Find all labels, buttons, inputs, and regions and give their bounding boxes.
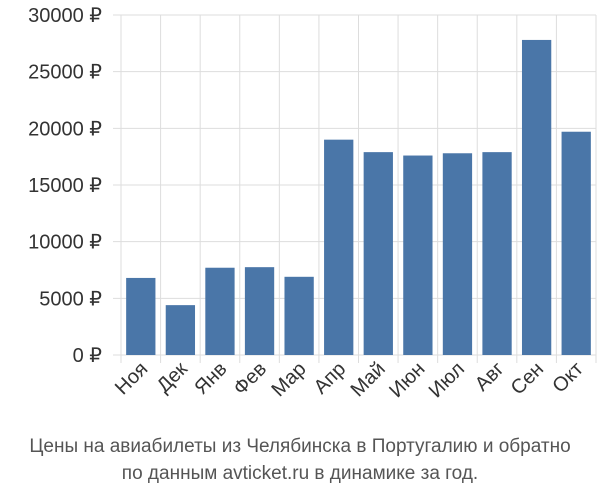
x-tick-label: Апр (310, 358, 351, 399)
y-tick-label: 10000 ₽ (28, 232, 102, 254)
y-tick-label: 5000 ₽ (39, 288, 102, 310)
x-tick-label: Июл (425, 358, 469, 402)
y-tick-label: 30000 ₽ (28, 5, 102, 27)
bar-Янв (205, 267, 235, 355)
x-tick-label: Май (347, 358, 390, 401)
x-tick-label: Сен (507, 358, 548, 399)
y-axis: 0 ₽ 5000 ₽ 10000 ₽ 15000 ₽ 20000 ₽ 25000 ₽ 300… (28, 5, 122, 367)
x-tick-label: Фев (229, 358, 271, 400)
bar-Окт (561, 131, 591, 355)
y-tick-label: 0 ₽ (73, 345, 103, 367)
bar-Сен (521, 39, 552, 355)
bar-Дек (165, 305, 196, 355)
x-tick-label: Янв (190, 358, 231, 399)
caption-line-2: по данным avticket.ru в динамике за год. (121, 463, 479, 484)
x-tick-label: Дек (153, 358, 192, 397)
bar-Ноя (126, 277, 156, 355)
y-tick-label: 25000 ₽ (28, 62, 102, 84)
bar-Авг (482, 152, 512, 355)
bar-chart: 0 ₽ 5000 ₽ 10000 ₽ 15000 ₽ 20000 ₽ 25000 ₽ 300… (28, 5, 597, 402)
bar-Июл (442, 153, 473, 355)
caption-line-1: Цены на авиабилеты из Челябинска в Порту… (29, 436, 571, 457)
x-tick-label: Ноя (111, 358, 152, 399)
y-tick-label: 15000 ₽ (28, 175, 102, 197)
x-tick-label: Июн (385, 358, 429, 402)
x-tick-label: Мар (267, 358, 310, 401)
bar-Июн (403, 155, 433, 355)
bar-Фев (244, 267, 275, 355)
x-tick-label: Окт (548, 358, 587, 397)
grid-lines (113, 14, 597, 363)
x-tick-label: Авг (471, 358, 509, 396)
bar-Мар (284, 276, 314, 355)
bars (126, 39, 591, 355)
bar-Апр (324, 139, 354, 355)
bar-Май (363, 152, 393, 355)
y-tick-label: 20000 ₽ (28, 118, 102, 140)
